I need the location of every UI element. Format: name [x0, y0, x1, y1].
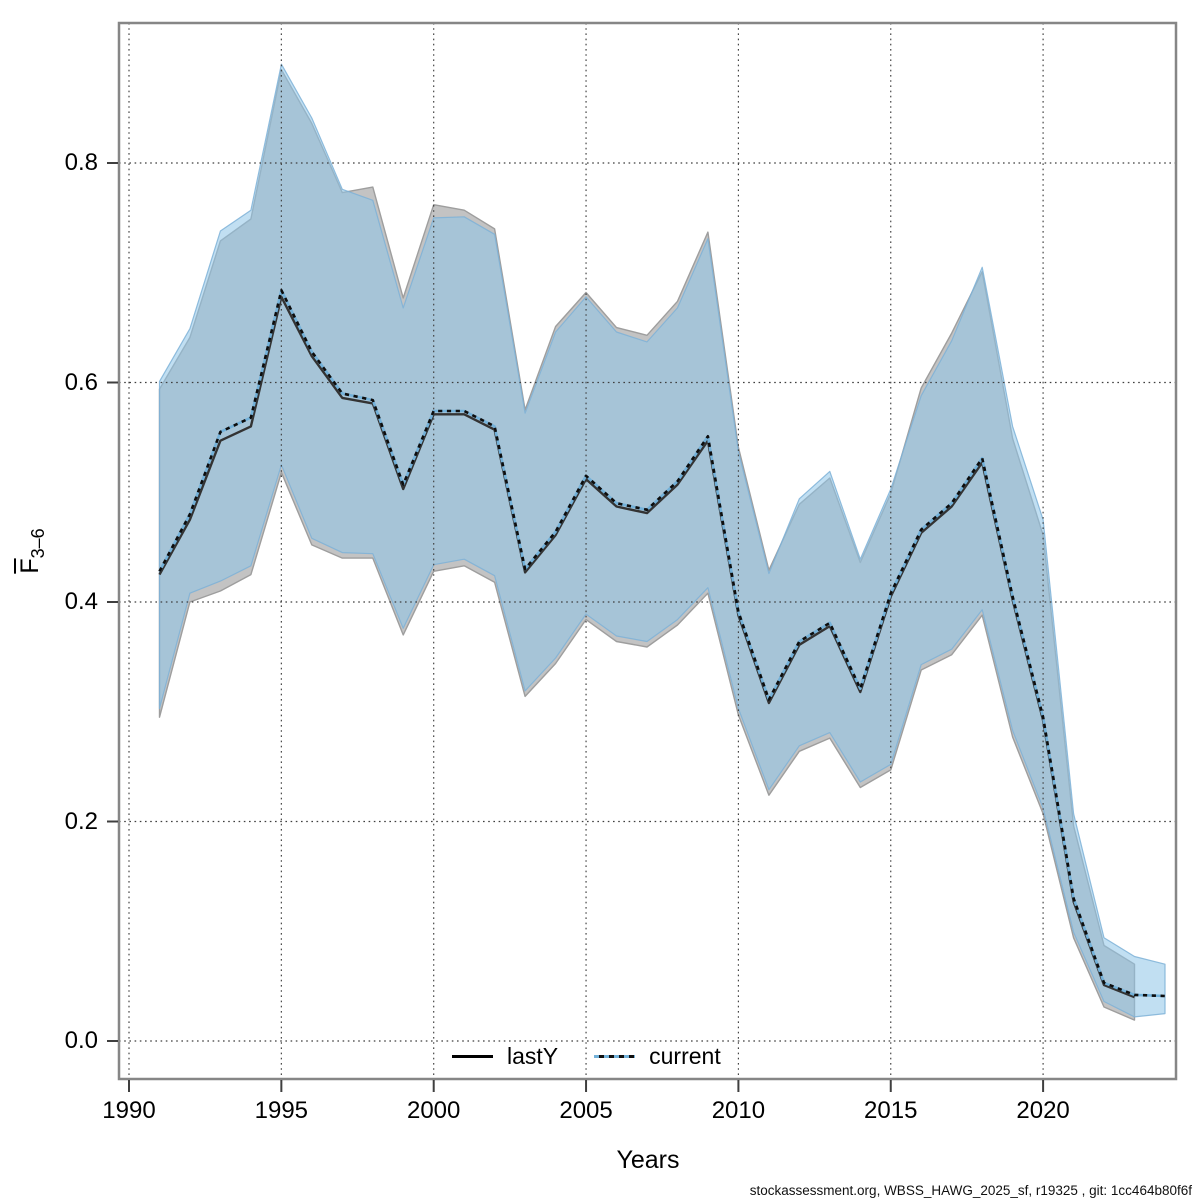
current-dotted-line-swatch	[594, 1054, 636, 1058]
legend-label-lasty: lastY	[507, 1042, 559, 1069]
y-tick-label: 0.8	[64, 149, 98, 176]
footer-attribution: stockassessment.org, WBSS_HAWG_2025_sf, …	[749, 1183, 1192, 1198]
y-axis-title-subscript: 3–6	[28, 528, 48, 559]
x-tick-label: 2015	[864, 1097, 918, 1124]
lasty-line	[158, 295, 1135, 999]
legend-label-current: current	[649, 1042, 721, 1069]
y-tick-label: 0.6	[64, 368, 98, 396]
confidence-band-current	[158, 63, 1166, 1018]
y-tick-label: 0.2	[64, 807, 98, 835]
lasty-solid-line-swatch	[452, 1054, 493, 1058]
current-line-dotted	[158, 289, 1166, 998]
y-axis-title-base: F	[16, 558, 44, 574]
y-tick-label: 0.0	[64, 1027, 98, 1054]
legend-item-current: current	[594, 1043, 721, 1070]
legend: lastY current	[452, 1041, 721, 1071]
x-tick-label: 2010	[711, 1097, 766, 1124]
x-tick-label: 1990	[102, 1097, 156, 1124]
legend-item-lasty: lastY	[452, 1043, 558, 1070]
x-tick-label: 2005	[559, 1097, 613, 1124]
plot-border-box	[117, 21, 1178, 1081]
x-axis-title: Years	[616, 1146, 680, 1174]
x-tick-label: 2020	[1016, 1097, 1070, 1124]
x-tick-label: 1995	[254, 1097, 309, 1124]
x-tick-label: 2000	[406, 1097, 461, 1124]
y-tick-label: 0.4	[64, 588, 98, 615]
